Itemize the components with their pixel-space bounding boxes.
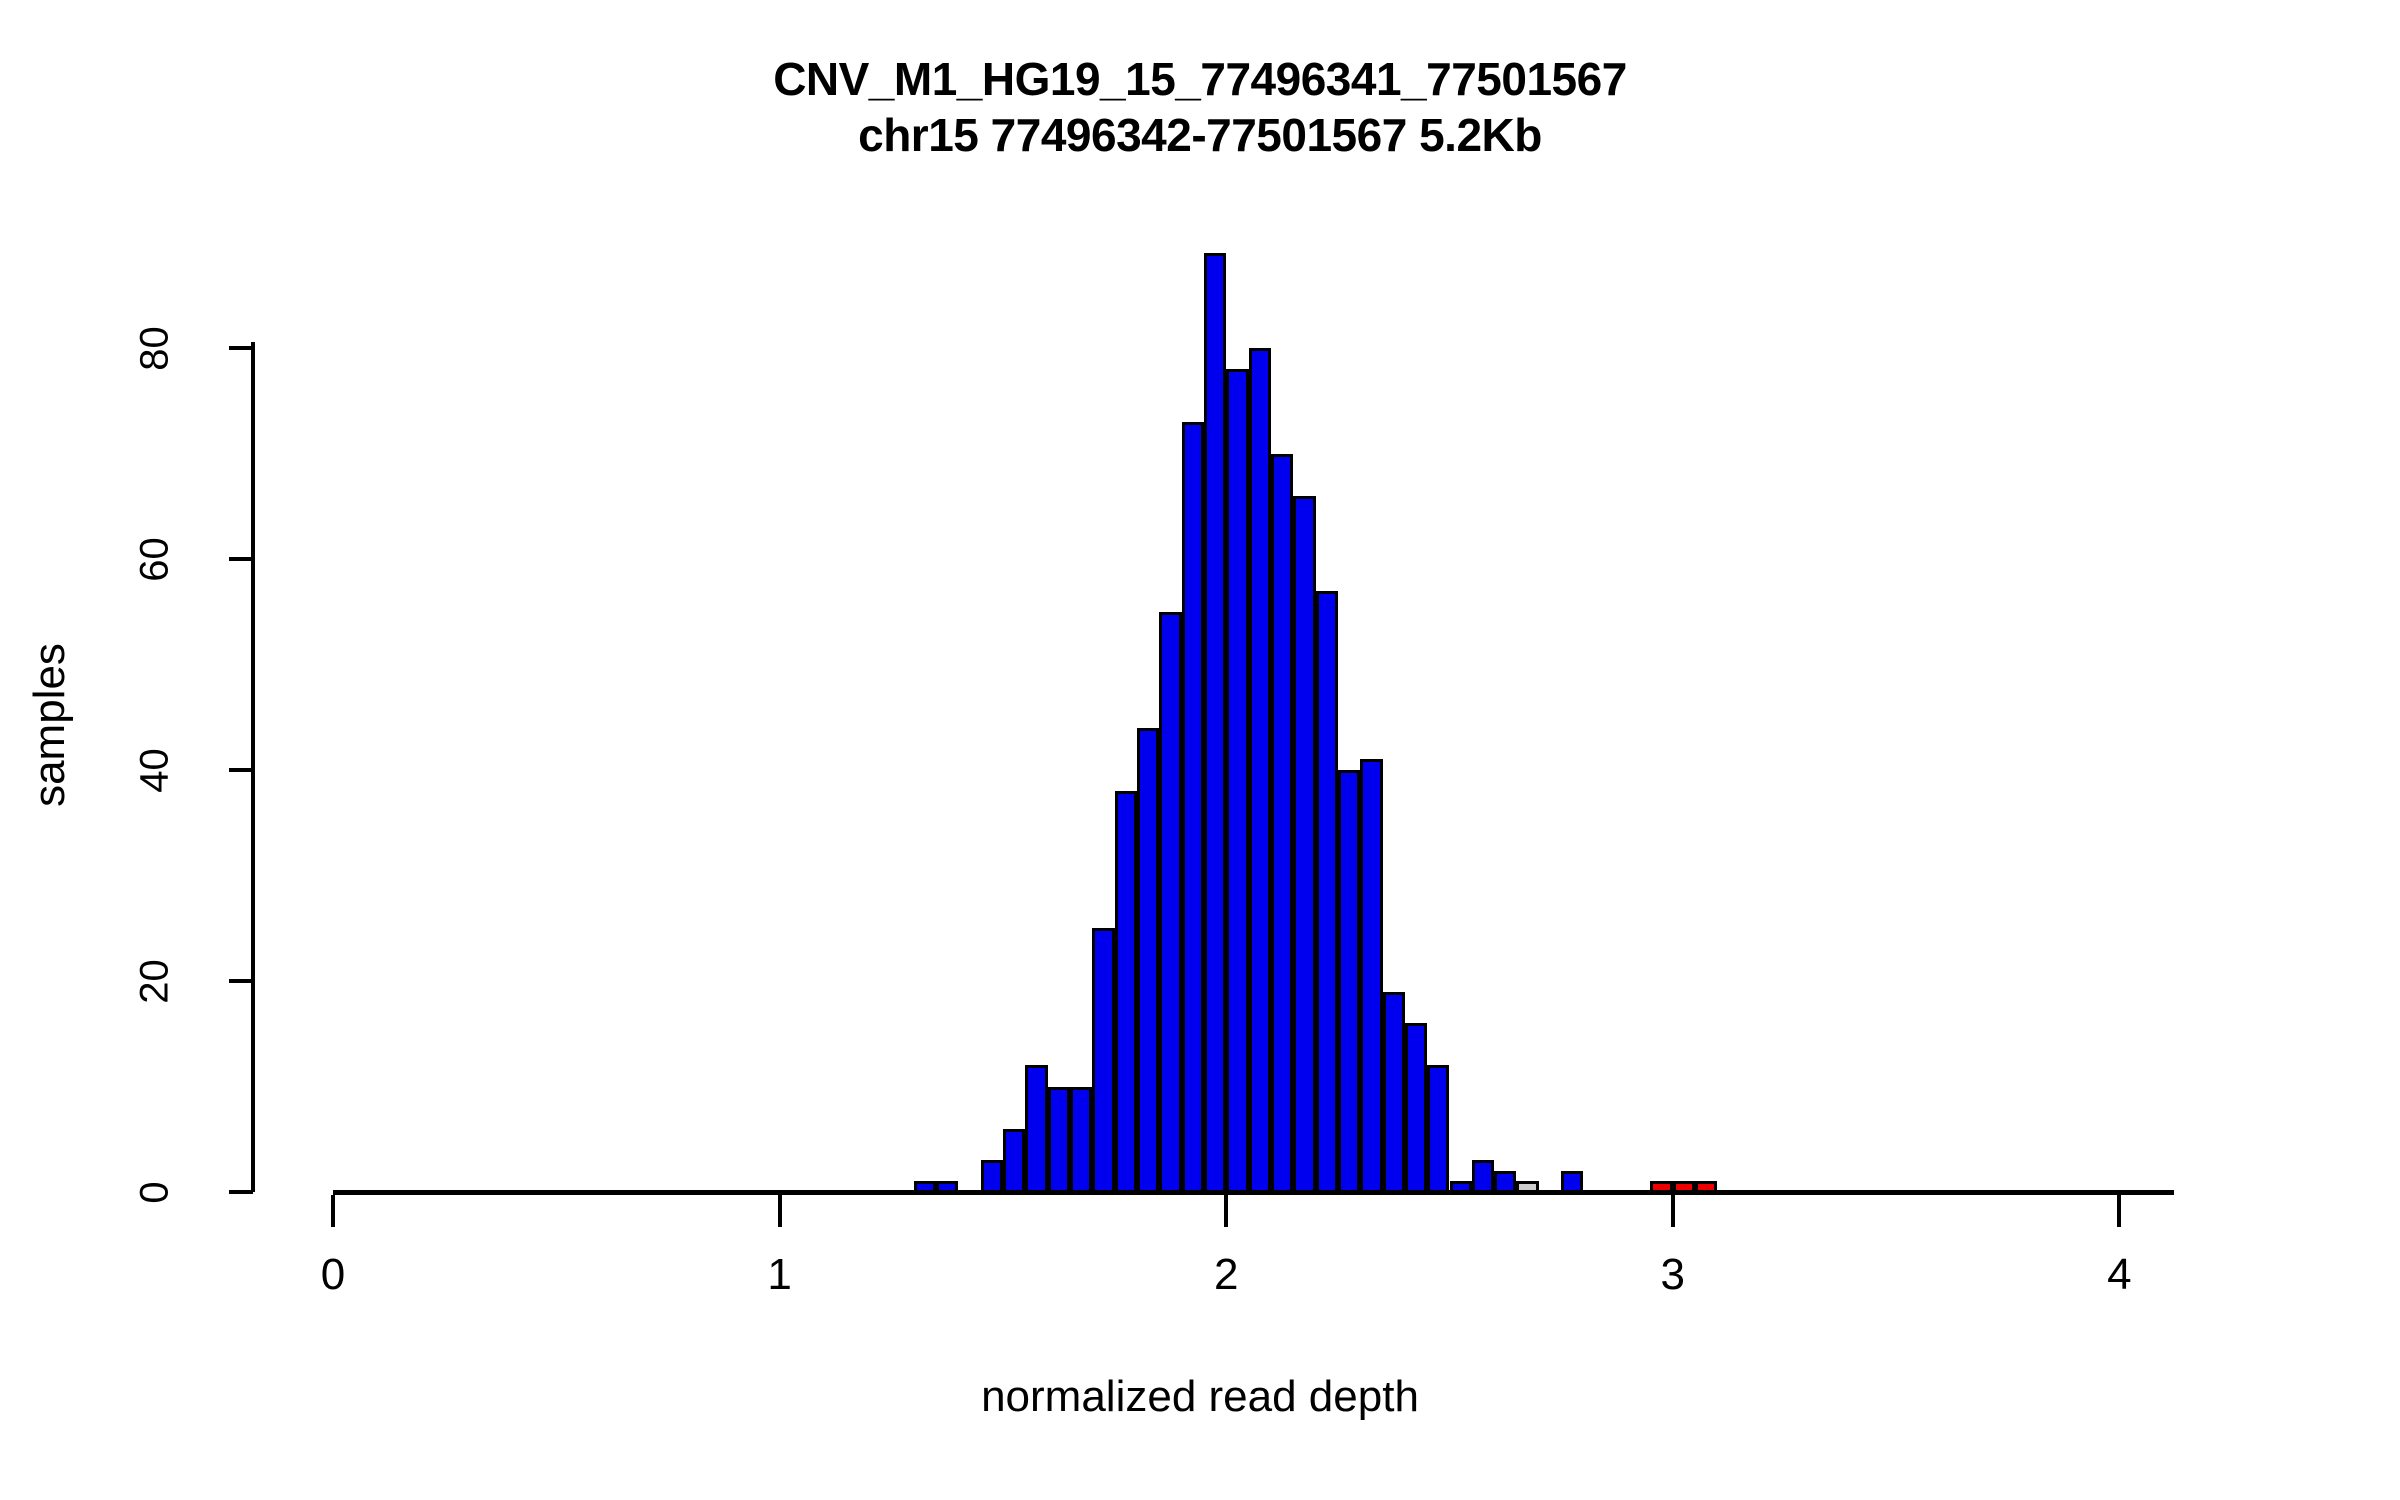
histogram-bar <box>1226 369 1249 1195</box>
y-axis-line <box>251 342 255 1192</box>
histogram-bar <box>1047 1086 1070 1195</box>
y-axis-label: samples <box>25 643 74 807</box>
x-tick-0 <box>331 1195 335 1227</box>
histogram-bar <box>1270 453 1294 1195</box>
x-axis-label: normalized read depth <box>981 1372 1419 1421</box>
y-tick-label-60: 60 <box>132 537 177 582</box>
histogram-bar <box>1404 1023 1428 1195</box>
x-axis-line <box>333 1190 2174 1195</box>
y-tick-0 <box>229 1190 253 1194</box>
histogram-bar <box>1315 590 1338 1195</box>
histogram-bar <box>1181 421 1204 1195</box>
x-tick-4 <box>2117 1195 2122 1227</box>
histogram-bar <box>1092 928 1115 1195</box>
x-tick-1 <box>777 1195 782 1227</box>
y-tick-label-80: 80 <box>132 326 177 371</box>
histogram-bar <box>1360 759 1383 1195</box>
x-tick-label-3: 3 <box>1660 1250 1686 1299</box>
histogram-bar <box>1293 495 1316 1195</box>
histogram-bar <box>1025 1065 1048 1195</box>
histogram-bar <box>1069 1086 1093 1195</box>
histogram-bar <box>1002 1128 1026 1195</box>
histogram-bar <box>1382 991 1405 1195</box>
y-tick-40 <box>229 768 253 772</box>
x-tick-label-0: 0 <box>320 1250 346 1299</box>
y-tick-label-0: 0 <box>132 1181 177 1204</box>
x-tick-label-1: 1 <box>767 1250 792 1299</box>
x-tick-2 <box>1224 1195 1229 1227</box>
chart-title-line1: CNV_M1_HG19_15_77496341_77501567 <box>773 53 1627 105</box>
y-tick-20 <box>229 979 253 983</box>
y-tick-label-40: 40 <box>132 748 177 793</box>
y-tick-label-20: 20 <box>132 959 177 1004</box>
y-tick-60 <box>229 557 253 561</box>
x-tick-3 <box>1670 1195 1675 1227</box>
histogram-bar <box>1114 791 1137 1195</box>
histogram-bar <box>1203 253 1227 1195</box>
histogram-bar <box>1248 348 1271 1195</box>
histogram-bar <box>1337 770 1361 1195</box>
histogram-bar <box>1136 727 1160 1195</box>
histogram-bar <box>1159 611 1182 1195</box>
chart-title-line2: chr15 77496342-77501567 5.2Kb <box>858 109 1542 161</box>
x-tick-label-2: 2 <box>1213 1250 1239 1299</box>
histogram-bar <box>1427 1065 1450 1195</box>
x-tick-label-4: 4 <box>2107 1250 2132 1299</box>
y-tick-80 <box>229 346 253 350</box>
